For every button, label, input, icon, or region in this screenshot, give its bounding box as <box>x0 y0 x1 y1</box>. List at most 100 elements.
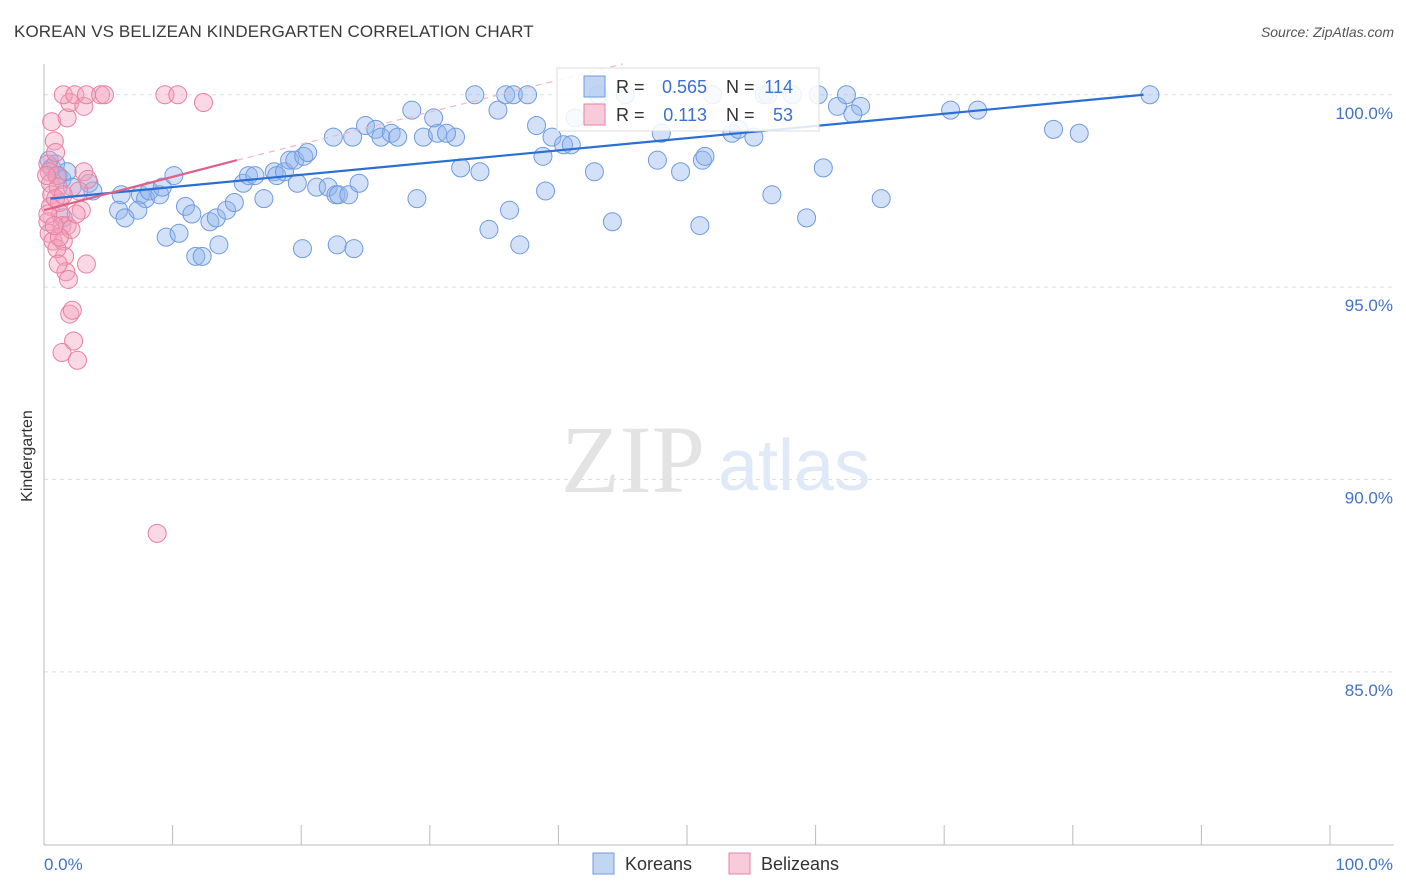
x-tick-labels: 0.0% 100.0% <box>44 855 1393 874</box>
korean-point <box>287 173 307 193</box>
korean-point <box>602 212 622 232</box>
korean-point <box>647 150 667 170</box>
korean-point <box>797 208 817 228</box>
belizean-point <box>53 185 73 205</box>
korean-point <box>371 127 391 147</box>
korean-point <box>671 162 691 182</box>
korean-point <box>328 185 348 205</box>
korean-point <box>344 239 364 259</box>
legend-swatch-belizeans <box>728 852 751 875</box>
korean-point <box>323 127 343 147</box>
belizean-point <box>67 350 87 370</box>
korean-point <box>192 246 212 266</box>
korean-point <box>813 158 833 178</box>
korean-point <box>518 85 538 105</box>
korean-point <box>451 158 471 178</box>
korean-point <box>561 135 581 155</box>
korean-point <box>156 227 176 247</box>
korean-point <box>128 200 148 220</box>
watermark-atlas: atlas <box>718 426 870 506</box>
legend-label-belizeans: Belizeans <box>761 854 839 874</box>
legend-label-koreans: Koreans <box>625 854 692 874</box>
korean-point <box>186 246 206 266</box>
belizean-point <box>94 85 114 105</box>
korean-point <box>356 116 375 136</box>
belizean-point <box>58 269 78 289</box>
korean-point <box>941 100 961 120</box>
belizean-point <box>55 246 75 266</box>
belizean-point <box>193 92 213 112</box>
bottom-legend: Koreans Belizeans <box>592 852 839 875</box>
korean-point <box>470 162 490 182</box>
belizean-point <box>44 216 64 236</box>
stats-legend-swatch <box>583 103 606 126</box>
korean-point <box>695 146 715 166</box>
belizean-point <box>74 96 94 116</box>
stats-n-label: N = <box>726 105 755 125</box>
korean-point <box>217 200 237 220</box>
korean-point <box>1069 123 1089 143</box>
belizean-point <box>76 254 96 274</box>
korean-point <box>294 146 314 166</box>
belizean-trend-line <box>43 159 238 212</box>
legend-swatch-koreans <box>592 852 615 875</box>
korean-point <box>527 116 547 136</box>
belizean-point <box>46 142 66 162</box>
belizean-point <box>168 85 188 105</box>
stats-r-label: R = <box>616 77 645 97</box>
belizean-point <box>57 108 77 128</box>
korean-point <box>298 142 318 162</box>
korean-point <box>1140 85 1160 105</box>
korean-point <box>175 196 195 216</box>
korean-point <box>245 166 265 186</box>
korean-point <box>254 189 274 209</box>
y-tick-label: 85.0% <box>1345 681 1393 700</box>
korean-point <box>836 85 856 105</box>
korean-point <box>407 189 427 209</box>
korean-point <box>851 96 871 116</box>
belizean-point <box>47 239 67 259</box>
korean-point <box>280 150 300 170</box>
korean-point <box>150 185 170 205</box>
belizean-point <box>66 204 86 224</box>
y-tick-label: 100.0% <box>1335 104 1393 123</box>
korean-point <box>109 200 129 220</box>
y-tick-labels: 100.0% 95.0% 90.0% 85.0% <box>1335 104 1393 700</box>
belizean-point <box>56 262 76 282</box>
korean-point <box>690 216 710 236</box>
stats-r-value: 0.113 <box>663 105 707 125</box>
korean-point <box>327 235 347 255</box>
korean-point <box>479 219 499 239</box>
stats-n-label: N = <box>726 77 755 97</box>
korean-point <box>510 235 530 255</box>
stats-legend: R = 0.565 N = 114 R = 0.113 N = 53 <box>556 67 820 132</box>
korean-point <box>349 173 369 193</box>
korean-point <box>318 177 338 197</box>
korean-point <box>292 239 312 259</box>
y-tick-label: 90.0% <box>1345 489 1393 508</box>
korean-point <box>533 146 553 166</box>
korean-point <box>182 204 202 224</box>
stats-n-value: 53 <box>773 105 793 125</box>
stats-n-value: 114 <box>764 77 793 97</box>
korean-point <box>762 185 782 205</box>
korean-trend-line <box>50 93 1144 200</box>
korean-point <box>224 193 244 213</box>
axes <box>43 64 1394 846</box>
korean-point <box>1044 119 1064 139</box>
belizean-point <box>37 166 57 186</box>
korean-point <box>500 200 520 220</box>
korean-point <box>465 85 485 105</box>
korean-point <box>402 100 422 120</box>
belizean-point <box>53 231 73 251</box>
stats-r-label: R = <box>616 105 645 125</box>
korean-point <box>843 104 863 124</box>
korean-point <box>496 85 516 105</box>
belizean-point <box>48 254 68 274</box>
chart-title: KOREAN VS BELIZEAN KINDERGARTEN CORRELAT… <box>14 22 534 41</box>
belizean-point <box>38 204 58 224</box>
korean-point <box>206 208 226 228</box>
belizean-point <box>42 112 62 132</box>
y-tick-label: 95.0% <box>1345 296 1393 315</box>
